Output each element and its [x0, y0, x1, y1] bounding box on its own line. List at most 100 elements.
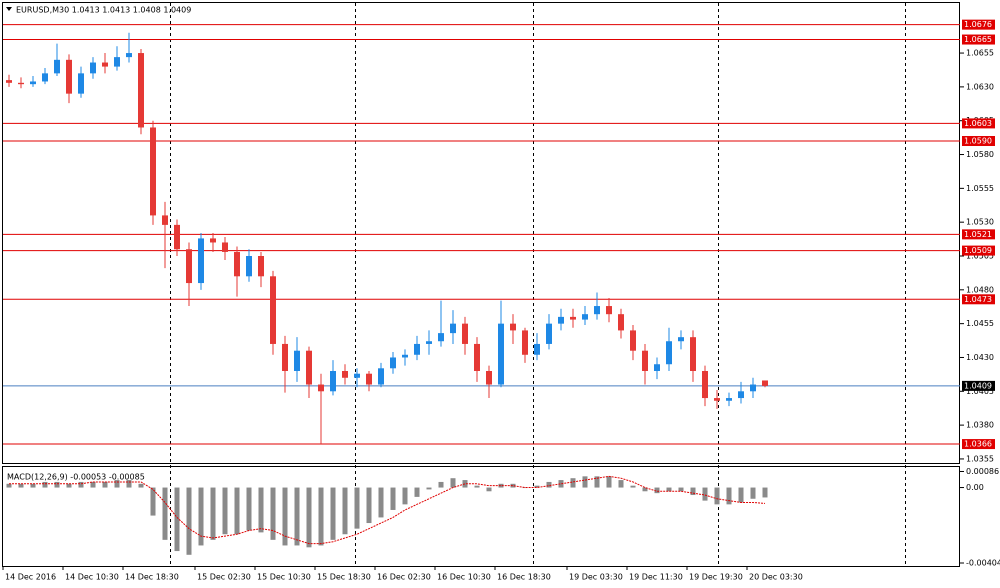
level-tag — [962, 294, 995, 305]
y-tick-label: 1.0380 — [966, 421, 994, 430]
macd-bar — [462, 480, 468, 488]
macd-bar — [66, 483, 72, 488]
macd-signal — [9, 475, 766, 545]
macd-bar — [570, 478, 576, 488]
macd-bar — [234, 487, 240, 535]
candle-body — [198, 238, 204, 284]
candle-body — [6, 80, 12, 83]
candle-body — [270, 276, 276, 344]
candle-body — [330, 371, 336, 392]
candle-body — [702, 371, 708, 399]
candle-body — [114, 57, 120, 67]
y-tick-label: 1.0505 — [966, 252, 994, 261]
candle-body — [186, 249, 192, 284]
candle-body — [162, 215, 168, 225]
candle-body — [726, 398, 732, 401]
candle-body — [666, 341, 672, 365]
level-label: 1.0676 — [964, 20, 992, 29]
macd-bar — [654, 487, 660, 494]
macd-panel — [2, 466, 960, 567]
macd-bar — [30, 483, 36, 488]
macd-bar — [474, 485, 480, 488]
candle-body — [354, 373, 360, 378]
candle-body — [522, 330, 528, 355]
macd-bar — [402, 487, 408, 505]
level-label: 1.0665 — [964, 35, 992, 44]
level-tag — [962, 439, 995, 450]
macd-bar — [750, 487, 756, 499]
candle-body — [174, 224, 180, 250]
macd-bar — [606, 476, 612, 488]
macd-bar — [726, 487, 732, 505]
macd-bar — [738, 487, 744, 503]
x-tick-label: 14 Dec 18:30 — [125, 573, 179, 582]
level-tag — [962, 118, 995, 129]
price-panel — [2, 2, 960, 464]
macd-bar — [690, 487, 696, 496]
candle-body — [510, 323, 516, 331]
macd-bar — [486, 487, 492, 492]
x-tick-label: 19 Dec 19:30 — [689, 573, 743, 582]
candle-body — [78, 73, 84, 94]
candle-body — [678, 337, 684, 342]
candle-body — [282, 343, 288, 371]
macd-bar — [186, 487, 192, 555]
macd-bar — [678, 487, 684, 492]
y-tick-label: 1.0530 — [966, 218, 994, 227]
macd-bar — [150, 487, 156, 516]
macd-bar — [18, 483, 24, 488]
macd-bar — [42, 481, 48, 488]
separators — [170, 3, 906, 566]
macd-bar — [558, 480, 564, 488]
candle-body — [318, 384, 324, 392]
candle-body — [714, 398, 720, 401]
macd-bar — [330, 487, 336, 540]
macd-bar — [702, 487, 708, 501]
x-tick-label: 16 Dec 10:30 — [437, 573, 491, 582]
candle-body — [294, 350, 300, 371]
candle-body — [366, 373, 372, 385]
macd-bar — [630, 485, 636, 488]
candle-body — [210, 238, 216, 243]
menu-arrow[interactable] — [6, 7, 12, 11]
candle-body — [450, 323, 456, 334]
macd-bar — [126, 480, 132, 488]
macd-bar — [342, 487, 348, 535]
x-tick-label: 20 Dec 03:30 — [749, 573, 803, 582]
y-tick-label: 1.0480 — [966, 285, 994, 294]
macd-bar — [762, 487, 768, 498]
x-tick-label: 16 Dec 18:30 — [497, 573, 551, 582]
macd-bar — [210, 487, 216, 540]
candle-body — [18, 82, 24, 85]
candle-body — [762, 380, 768, 386]
macd-label: MACD(12,26,9) -0.00053 -0.00085 — [7, 473, 145, 482]
y-tick-label: 1.0555 — [966, 184, 994, 193]
y-tick-label: 1.0355 — [966, 454, 994, 463]
candle-body — [546, 323, 552, 344]
macd-tick-label: 0.00086 — [966, 467, 999, 476]
candle-body — [258, 256, 264, 277]
candle-body — [102, 62, 108, 67]
level-tag — [962, 19, 995, 30]
candle-body — [618, 314, 624, 331]
macd-bar — [438, 481, 444, 488]
y-tick-label: 1.0655 — [966, 49, 994, 58]
candle-body — [642, 350, 648, 371]
candle-body — [630, 330, 636, 351]
level-label: 1.0473 — [964, 295, 992, 304]
macd-bar — [450, 478, 456, 488]
candle-body — [606, 306, 612, 315]
level-label: 1.0366 — [964, 440, 992, 449]
macd-bar — [666, 487, 672, 492]
candle-body — [690, 337, 696, 371]
candle-body — [594, 306, 600, 315]
macd-bar — [258, 487, 264, 533]
macd-bar — [162, 487, 168, 540]
macd-bar — [306, 487, 312, 548]
level-tag — [962, 34, 995, 45]
macd-bar — [282, 487, 288, 546]
x-tick-label: 19 Dec 11:30 — [629, 573, 683, 582]
macd-bar — [174, 487, 180, 552]
candle-body — [414, 343, 420, 355]
